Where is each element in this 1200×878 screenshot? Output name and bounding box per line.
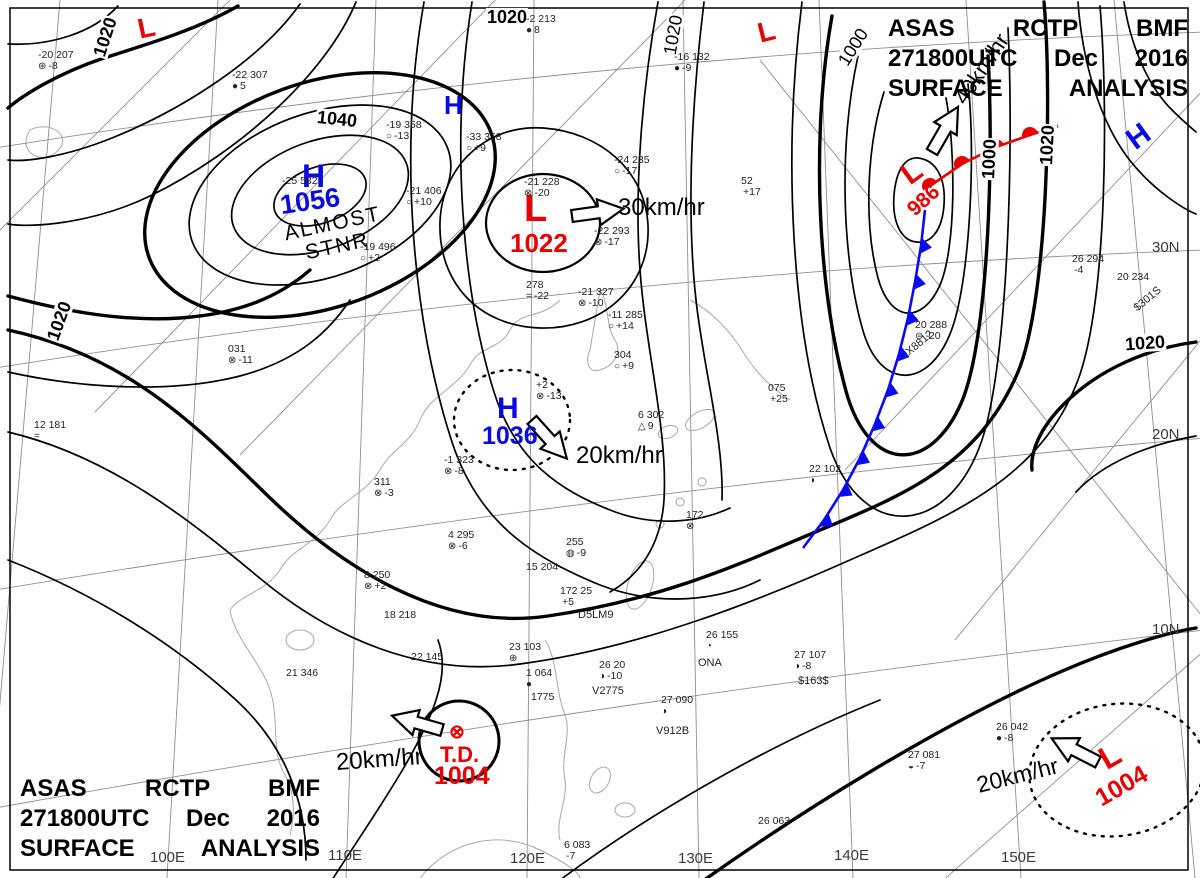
title-line-3: SURFACE ANALYSIS <box>888 75 1188 102</box>
low-symbol-1022: L <box>524 188 548 230</box>
tropical-depression-icon: ⊗ <box>449 722 465 743</box>
title-line-3: SURFACE ANALYSIS <box>20 835 320 862</box>
high-symbol-1056: H <box>302 158 326 194</box>
cold-front <box>801 209 932 549</box>
high-symbol-1036: H <box>497 392 519 425</box>
td-value-1004: 1004 <box>434 762 490 790</box>
coastlines <box>25 126 791 878</box>
isobars <box>6 0 1198 878</box>
arrow-l986 <box>919 99 971 160</box>
arrow-l1022 <box>569 194 627 230</box>
high-symbol-north: H <box>444 90 463 120</box>
title-line-1: ASAS RCTP BMF <box>888 15 1188 42</box>
title-block-bottom-left: ASAS RCTP BMF 271800UTC Dec 2016 SURFACE… <box>20 774 320 864</box>
dashed-outlines <box>452 368 1200 838</box>
high-value-1036: 1036 <box>482 422 538 450</box>
title-line-2: 271800UTC Dec 2016 <box>20 805 320 832</box>
low-value-1022: 1022 <box>510 228 568 258</box>
title-line-1: ASAS RCTP BMF <box>20 775 320 802</box>
td-name: T.D. <box>440 742 480 767</box>
title-line-2: 271800UTC Dec 2016 <box>888 45 1188 72</box>
title-block-top-right: ASAS RCTP BMF 271800UTC Dec 2016 SURFACE… <box>888 14 1188 104</box>
map-frame <box>9 7 1189 871</box>
